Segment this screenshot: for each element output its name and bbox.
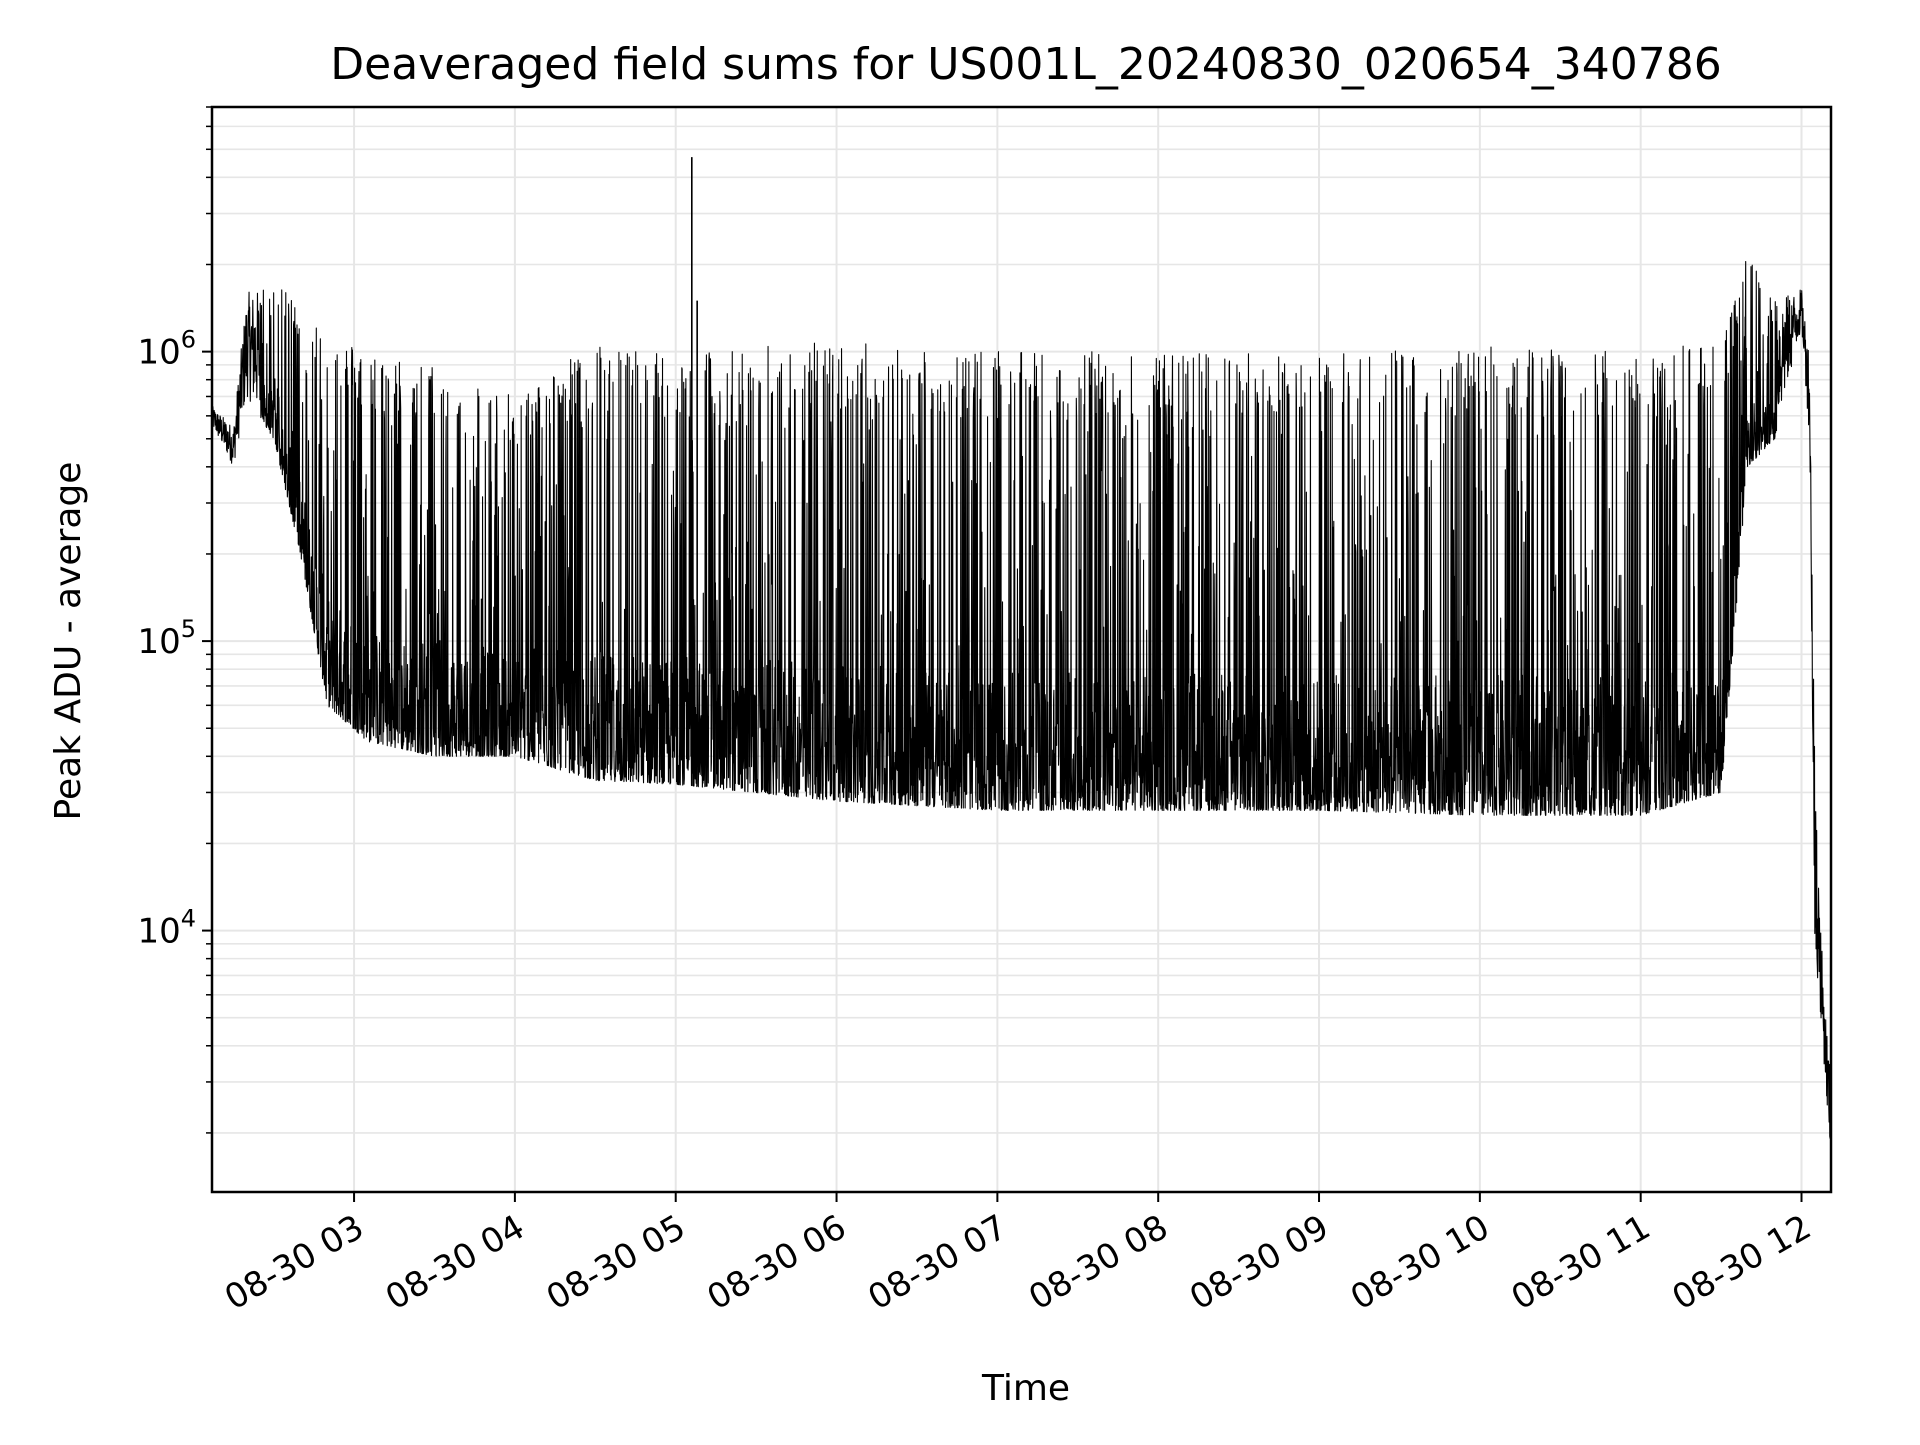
y-tick-label: 104	[137, 905, 196, 952]
series-trace	[211, 260, 1832, 1165]
y-axis-label: Peak ADU - average	[48, 462, 89, 821]
series-line	[211, 157, 1832, 1165]
x-axis-label: Time	[981, 1368, 1070, 1409]
y-tick-label: 106	[137, 326, 196, 373]
chart-title: Deaveraged field sums for US001L_2024083…	[330, 39, 1722, 90]
y-tick-label: 105	[137, 615, 196, 662]
plot-frame	[210, 105, 1833, 1194]
